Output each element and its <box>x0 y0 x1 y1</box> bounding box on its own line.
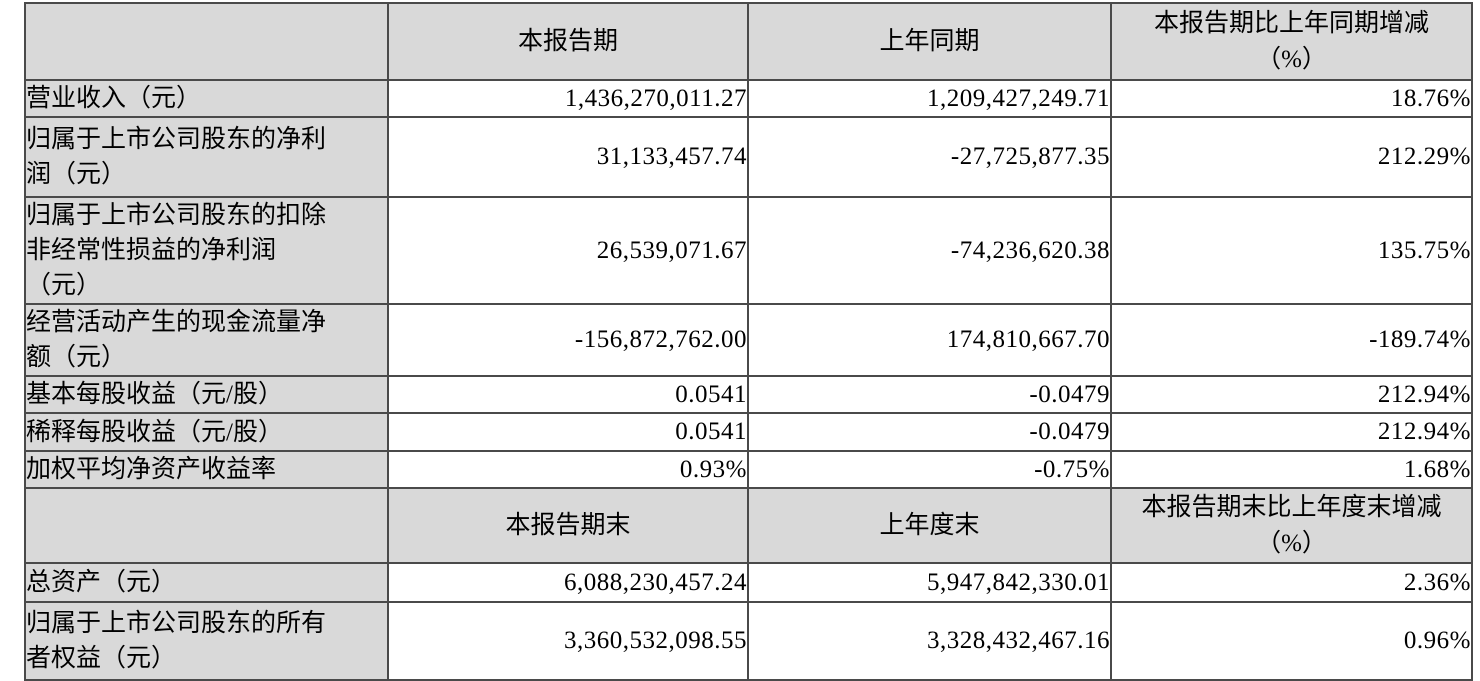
row-label: 归属于上市公司股东的净利 润（元） <box>24 116 389 198</box>
table-row-operating-cash-flow: 经营活动产生的现金流量净 额（元） -156,872,762.00 174,81… <box>24 303 1473 377</box>
table-row-diluted-eps: 稀释每股收益（元/股） 0.0541 -0.0479 212.94% <box>24 412 1473 452</box>
change-percent-value: 18.76% <box>1110 79 1473 118</box>
change-percent-value: 212.29% <box>1110 116 1473 198</box>
current-period-value: 6,088,230,457.24 <box>387 562 749 603</box>
section1-header-row: 本报告期 上年同期 本报告期比上年同期增减 （%） <box>24 2 1473 81</box>
current-period-value: -156,872,762.00 <box>387 303 749 377</box>
row-label: 归属于上市公司股东的所有 者权益（元） <box>24 601 389 681</box>
table-row-shareholders-equity: 归属于上市公司股东的所有 者权益（元） 3,360,532,098.55 3,3… <box>24 601 1473 681</box>
prior-period-value: 174,810,667.70 <box>747 303 1112 377</box>
change-percent-value: 212.94% <box>1110 375 1473 414</box>
financial-summary-table: 本报告期 上年同期 本报告期比上年同期增减 （%） 营业收入（元） 1,436,… <box>24 2 1473 681</box>
table-row-net-profit-excl-nonrecurring: 归属于上市公司股东的扣除 非经常性损益的净利润 （元） 26,539,071.6… <box>24 196 1473 305</box>
table-row-total-assets: 总资产（元） 6,088,230,457.24 5,947,842,330.01… <box>24 562 1473 603</box>
section2-header-prior-year-end: 上年度末 <box>747 487 1112 564</box>
prior-period-value: 5,947,842,330.01 <box>747 562 1112 603</box>
change-percent-value: 135.75% <box>1110 196 1473 305</box>
row-label: 归属于上市公司股东的扣除 非经常性损益的净利润 （元） <box>24 196 389 305</box>
change-percent-value: -189.74% <box>1110 303 1473 377</box>
prior-period-value: 1,209,427,249.71 <box>747 79 1112 118</box>
section1-blank-header <box>24 2 389 81</box>
section2-blank-header <box>24 487 389 564</box>
row-label: 基本每股收益（元/股） <box>24 375 389 414</box>
current-period-value: 1,436,270,011.27 <box>387 79 749 118</box>
prior-period-value: -0.0479 <box>747 375 1112 414</box>
section1-header-prior-period: 上年同期 <box>747 2 1112 81</box>
row-label: 营业收入（元） <box>24 79 389 118</box>
change-percent-value: 0.96% <box>1110 601 1473 681</box>
table-row-operating-revenue: 营业收入（元） 1,436,270,011.27 1,209,427,249.7… <box>24 79 1473 118</box>
row-label: 稀释每股收益（元/股） <box>24 412 389 452</box>
row-label: 经营活动产生的现金流量净 额（元） <box>24 303 389 377</box>
table-row-net-profit: 归属于上市公司股东的净利 润（元） 31,133,457.74 -27,725,… <box>24 116 1473 198</box>
change-percent-value: 212.94% <box>1110 412 1473 452</box>
current-period-value: 3,360,532,098.55 <box>387 601 749 681</box>
prior-period-value: -27,725,877.35 <box>747 116 1112 198</box>
current-period-value: 0.93% <box>387 450 749 489</box>
section2-header-change-percent: 本报告期末比上年度末增减 （%） <box>1110 487 1473 564</box>
table-row-basic-eps: 基本每股收益（元/股） 0.0541 -0.0479 212.94% <box>24 375 1473 414</box>
current-period-value: 0.0541 <box>387 375 749 414</box>
current-period-value: 26,539,071.67 <box>387 196 749 305</box>
section1-header-current-period: 本报告期 <box>387 2 749 81</box>
row-label: 总资产（元） <box>24 562 389 603</box>
change-percent-value: 2.36% <box>1110 562 1473 603</box>
change-percent-value: 1.68% <box>1110 450 1473 489</box>
prior-period-value: 3,328,432,467.16 <box>747 601 1112 681</box>
current-period-value: 31,133,457.74 <box>387 116 749 198</box>
prior-period-value: -0.75% <box>747 450 1112 489</box>
section1-header-change-percent: 本报告期比上年同期增减 （%） <box>1110 2 1473 81</box>
section2-header-row: 本报告期末 上年度末 本报告期末比上年度末增减 （%） <box>24 487 1473 564</box>
prior-period-value: -74,236,620.38 <box>747 196 1112 305</box>
prior-period-value: -0.0479 <box>747 412 1112 452</box>
row-label: 加权平均净资产收益率 <box>24 450 389 489</box>
section2-header-period-end: 本报告期末 <box>387 487 749 564</box>
current-period-value: 0.0541 <box>387 412 749 452</box>
table-row-weighted-avg-roe: 加权平均净资产收益率 0.93% -0.75% 1.68% <box>24 450 1473 489</box>
